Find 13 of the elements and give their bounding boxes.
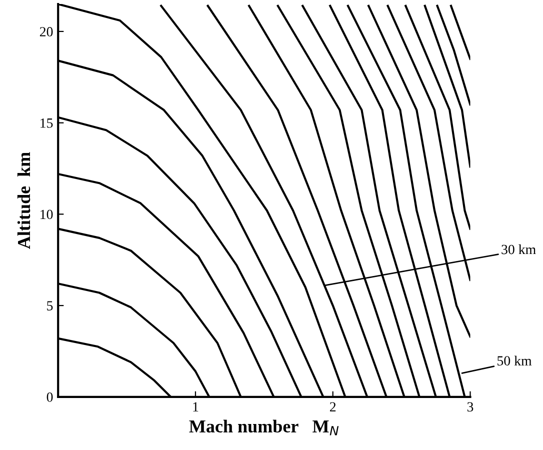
y-tick-label: 20 xyxy=(40,27,53,36)
x-tick-label: 2 xyxy=(330,402,336,412)
y-tick-label: 0 xyxy=(46,392,53,402)
annotation: 30 km xyxy=(502,244,536,254)
annotation: 50 km xyxy=(498,356,532,366)
y-tick-label: 10 xyxy=(40,210,53,220)
x-axis-title: Mach number M$_{N}$ xyxy=(189,420,339,436)
y-axis-title: Altitude km xyxy=(17,152,30,249)
x-tick-label: 1 xyxy=(193,402,198,412)
line-series xyxy=(404,4,470,230)
x-tick-label: 3 xyxy=(467,402,474,412)
y-tick-label: 15 xyxy=(40,118,53,128)
y-tick-label: 5 xyxy=(47,301,53,310)
